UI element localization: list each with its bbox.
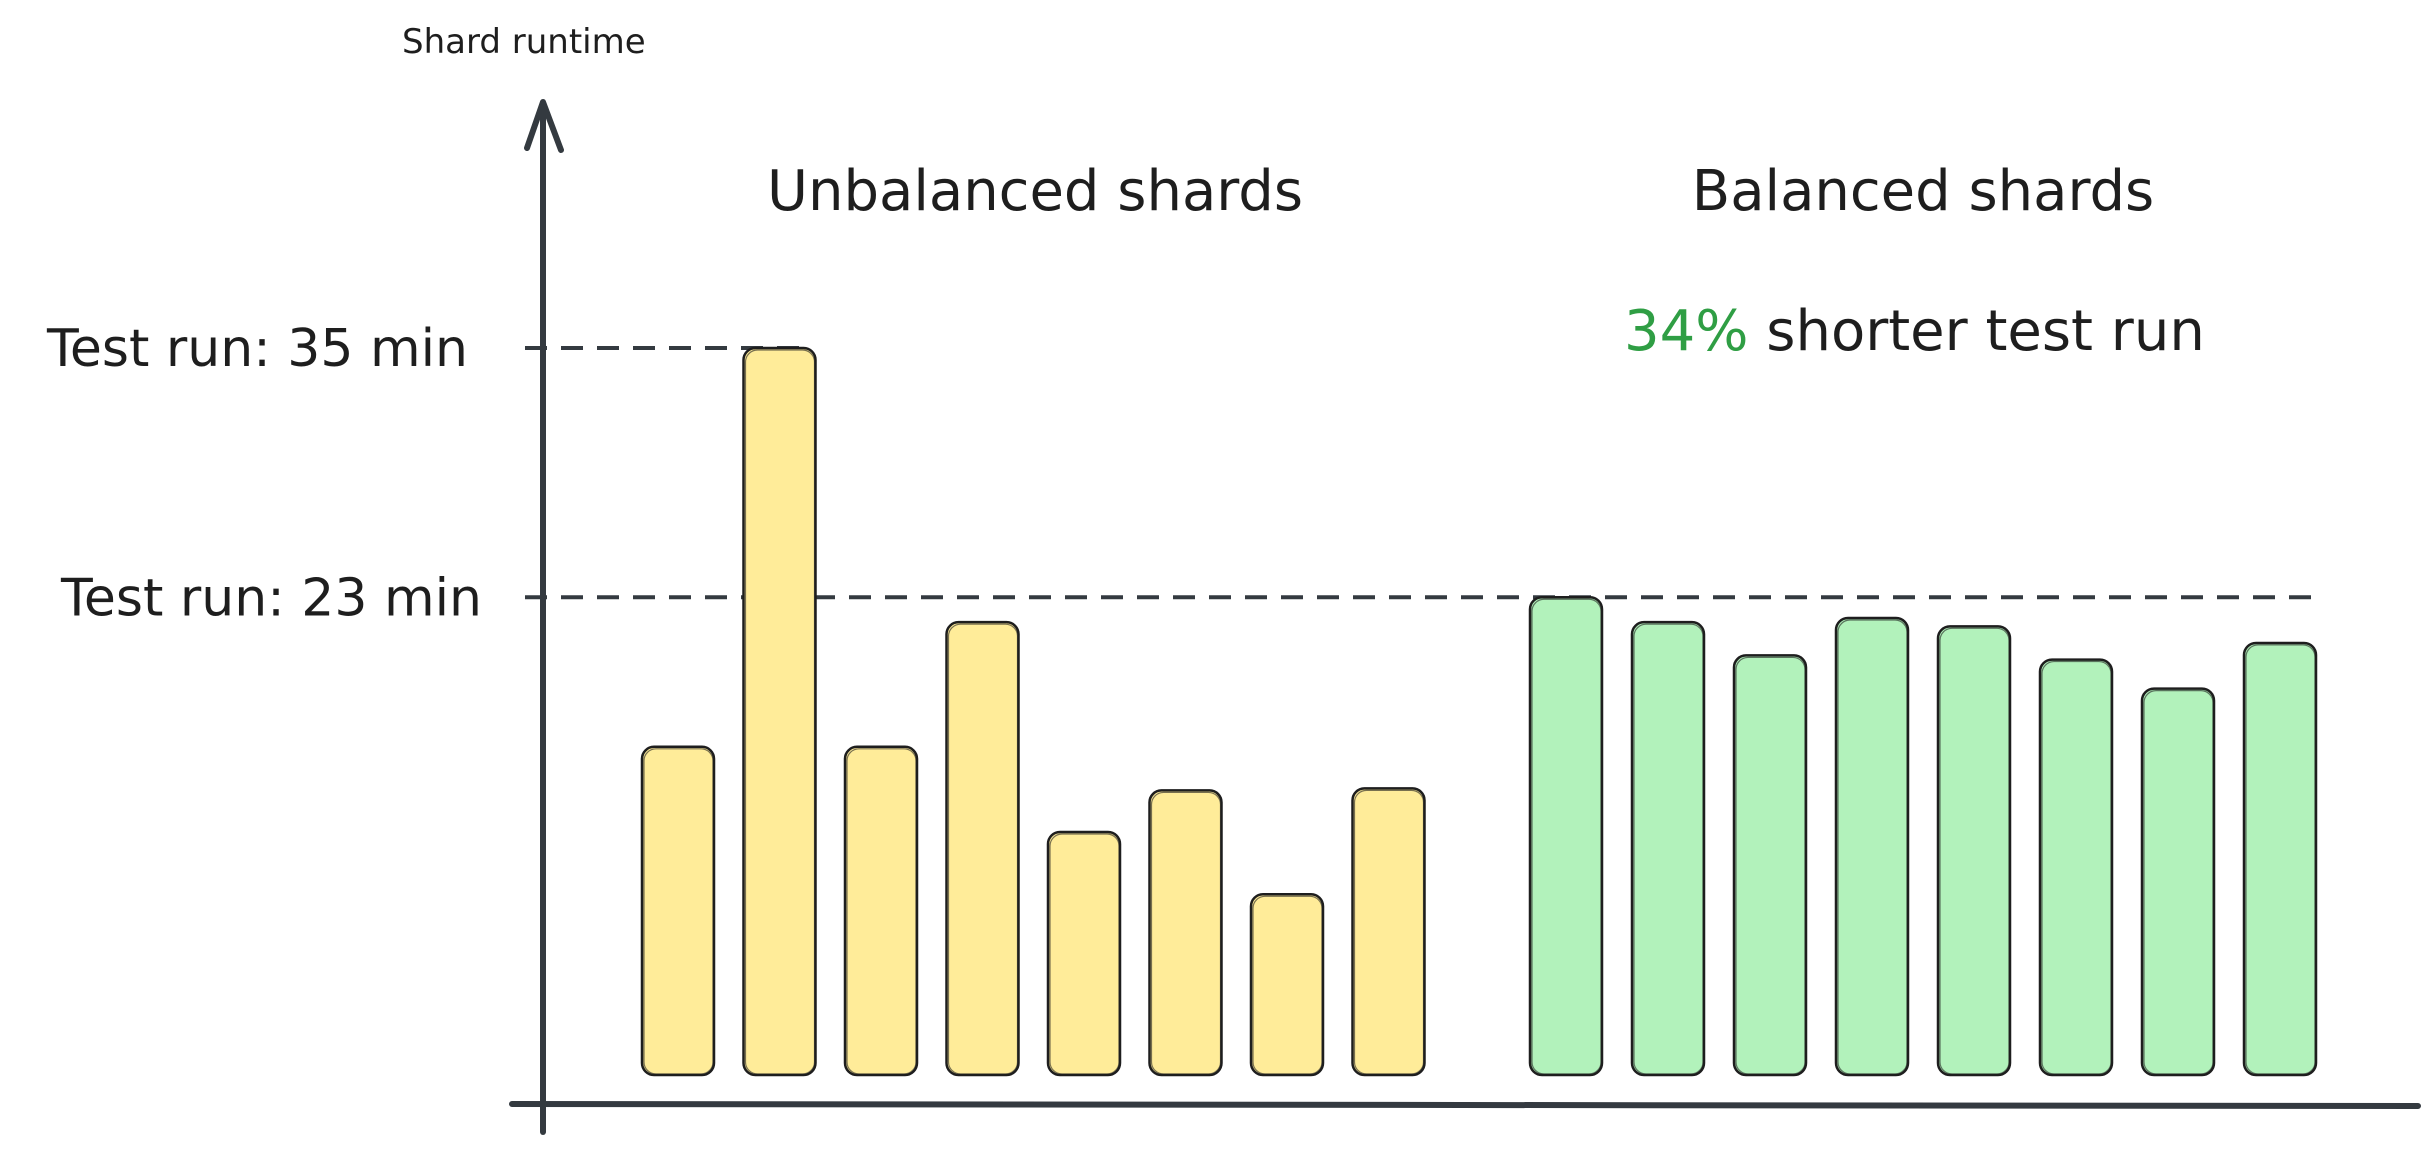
x-axis (509, 1101, 2421, 1109)
bar-sketch-outline (1939, 627, 2010, 1075)
bar-sketch-outline (2041, 660, 2112, 1075)
bar-sketch-outline (846, 748, 917, 1075)
y-axis-title: Shard runtime (402, 22, 646, 62)
bar (640, 745, 716, 1077)
bar-sketch-outline (1531, 598, 1602, 1075)
bar (1936, 625, 2012, 1077)
bar-sketch-outline (2245, 644, 2316, 1075)
bar (2242, 641, 2318, 1077)
bar-sketch-outline (1049, 833, 1120, 1075)
axes (509, 99, 2421, 1135)
bar (1630, 620, 1706, 1077)
bar (1834, 616, 1910, 1077)
improvement-text: shorter test run (1748, 299, 2204, 364)
bar (2038, 658, 2114, 1077)
bars (640, 346, 2318, 1077)
group-titles: Unbalanced shards Balanced shards (767, 159, 2154, 224)
group-title: Unbalanced shards (767, 159, 1303, 224)
bar (1351, 787, 1426, 1077)
bar (2140, 687, 2216, 1077)
reference-labels: Test run: 35 min Test run: 23 min (46, 319, 482, 628)
improvement-percent: 34% (1624, 299, 1748, 364)
bar (1732, 654, 1808, 1077)
bar (1249, 893, 1325, 1077)
bar (1148, 789, 1223, 1077)
bar-sketch-outline (643, 748, 714, 1075)
group-title: Balanced shards (1692, 159, 2154, 224)
y-axis-arrowhead (524, 99, 564, 153)
bar-sketch-outline (1735, 656, 1806, 1075)
reference-label: Test run: 35 min (46, 319, 468, 379)
bar-sketch-outline (1633, 623, 1704, 1075)
bar-sketch-outline (2143, 690, 2214, 1075)
bar (843, 745, 919, 1077)
bar-sketch-outline (947, 623, 1019, 1075)
bar-sketch-outline (1150, 791, 1222, 1075)
bar (742, 346, 817, 1077)
improvement-annotation: 34% shorter test run (1624, 299, 2205, 364)
bar-sketch-outline (1837, 619, 1908, 1075)
reference-label: Test run: 23 min (60, 568, 482, 628)
bar-sketch-outline (744, 349, 816, 1075)
bar (1046, 830, 1122, 1077)
bar-sketch-outline (1252, 895, 1323, 1075)
bar (1528, 596, 1604, 1077)
bar-sketch-outline (1353, 789, 1425, 1075)
bar (945, 620, 1020, 1077)
